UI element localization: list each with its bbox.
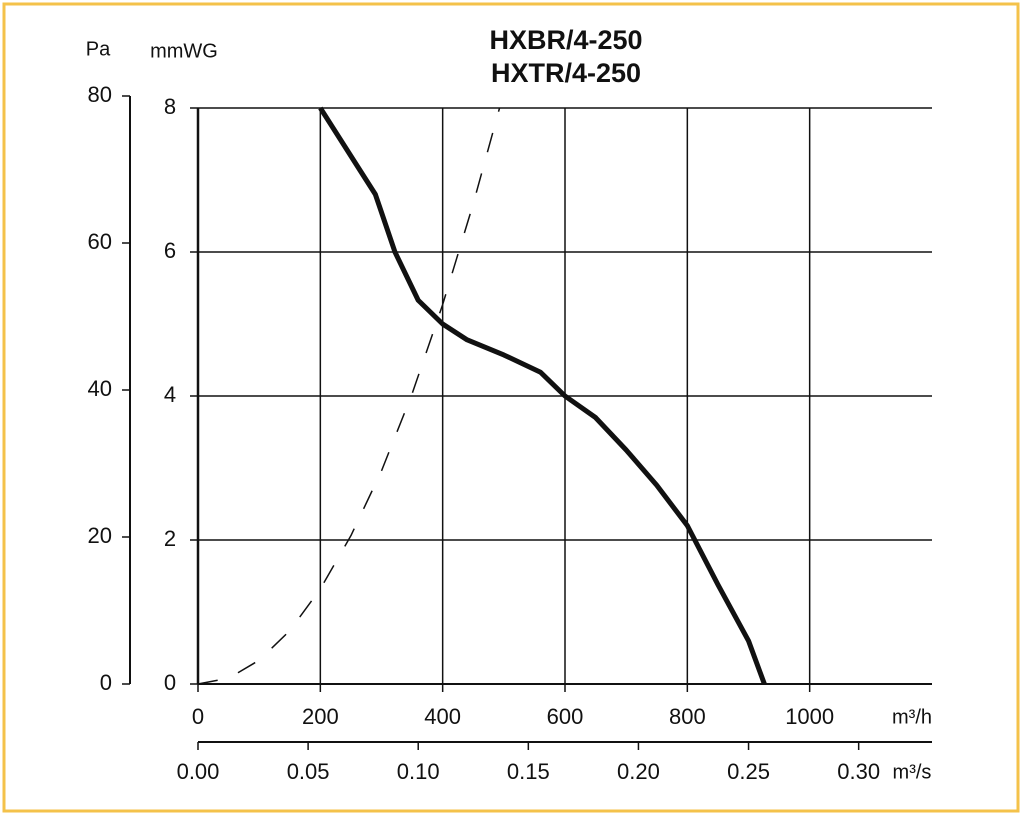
y2-tick-label: 20	[88, 523, 112, 548]
y-tick-label: 8	[164, 94, 176, 119]
x2-tick-label: 0.30	[837, 759, 880, 784]
x2-axis-label: m³/s	[893, 761, 932, 783]
x2-tick-label: 0.05	[287, 759, 330, 784]
x2-tick-label: 0.25	[727, 759, 770, 784]
x-tick-label: 1000	[785, 704, 834, 729]
y-tick-label: 4	[164, 382, 176, 407]
x2-tick-label: 0.20	[617, 759, 660, 784]
system-curve	[197, 107, 501, 685]
y-tick-label: 6	[164, 238, 176, 263]
y2-tick-label: 0	[100, 670, 112, 695]
x-tick-label: 200	[302, 704, 339, 729]
x2-tick-label: 0.00	[177, 759, 220, 784]
x-tick-label: 400	[424, 704, 461, 729]
fan-curve	[318, 106, 767, 685]
y2-tick-label: 40	[88, 376, 112, 401]
x-tick-label: 600	[547, 704, 584, 729]
x2-tick-label: 0.10	[397, 759, 440, 784]
y-tick-label: 0	[164, 670, 176, 695]
y2-tick-label: 60	[88, 229, 112, 254]
chart-title: HXBR/4-250	[489, 25, 642, 55]
x-axis-label: m³/h	[892, 706, 932, 728]
y-axis-label: mmWG	[150, 40, 218, 62]
x2-tick-label: 0.15	[507, 759, 550, 784]
y2-tick-label: 80	[88, 82, 112, 107]
y-tick-label: 2	[164, 526, 176, 551]
x-tick-label: 800	[669, 704, 706, 729]
chart-title: HXTR/4-250	[491, 58, 641, 88]
y2-axis-label: Pa	[86, 38, 111, 60]
x-tick-label: 0	[192, 704, 204, 729]
